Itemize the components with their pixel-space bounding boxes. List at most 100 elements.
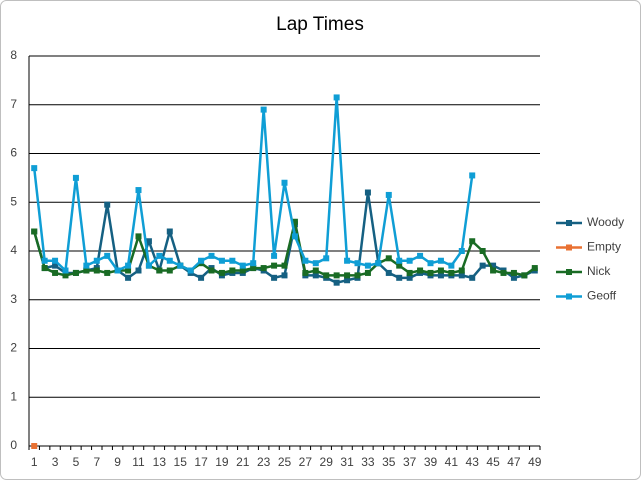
x-tick-label: 25 (278, 455, 292, 469)
marker (312, 267, 319, 274)
x-tick-label: 3 (52, 455, 59, 469)
marker (166, 257, 173, 264)
marker (41, 257, 48, 264)
marker (166, 267, 173, 274)
x-tick-label: 37 (403, 455, 417, 469)
marker (490, 262, 497, 269)
marker (93, 267, 100, 274)
x-tick-label: 17 (194, 455, 208, 469)
marker (31, 165, 38, 172)
marker (291, 218, 298, 225)
x-tick-label: 35 (382, 455, 396, 469)
legend-marker (566, 269, 572, 275)
marker (417, 252, 424, 259)
y-tick-label: 0 (10, 438, 17, 452)
marker (52, 262, 59, 269)
marker (135, 233, 142, 240)
marker (218, 269, 225, 276)
marker (156, 267, 163, 274)
legend-label: Woody (587, 215, 624, 229)
marker (239, 267, 246, 274)
marker (510, 269, 517, 276)
marker (406, 274, 413, 281)
marker (125, 267, 132, 274)
marker (281, 262, 288, 269)
y-tick-label: 3 (10, 292, 17, 306)
x-tick-label: 9 (114, 455, 121, 469)
x-tick-label: 11 (132, 455, 145, 469)
marker (385, 269, 392, 276)
marker (344, 272, 351, 279)
marker (177, 262, 184, 269)
marker (229, 257, 236, 264)
x-tick-label: 21 (236, 455, 250, 469)
marker (145, 262, 152, 269)
marker (208, 267, 215, 274)
marker (490, 267, 497, 274)
y-tick-label: 4 (10, 243, 17, 257)
marker (198, 257, 205, 264)
marker (364, 189, 371, 196)
marker (333, 272, 340, 279)
marker (323, 272, 330, 279)
marker (83, 262, 90, 269)
legend-label: Nick (587, 264, 611, 278)
x-tick-label: 27 (299, 455, 313, 469)
marker (218, 257, 225, 264)
x-tick-label: 43 (466, 455, 480, 469)
marker (448, 269, 455, 276)
x-tick-label: 31 (340, 455, 354, 469)
marker (52, 257, 59, 264)
marker (427, 269, 434, 276)
marker (31, 228, 38, 235)
marker (302, 269, 309, 276)
marker (198, 274, 205, 281)
marker (458, 248, 465, 254)
x-tick-label: 39 (424, 455, 438, 469)
marker (385, 191, 392, 198)
marker (72, 174, 79, 181)
marker (135, 267, 142, 274)
x-tick-label: 13 (153, 455, 167, 469)
marker (156, 252, 163, 259)
x-tick-label: 41 (445, 455, 459, 469)
marker (62, 272, 69, 279)
marker (114, 267, 121, 274)
x-tick-label: 5 (73, 455, 80, 469)
marker (271, 252, 278, 259)
marker (104, 201, 111, 208)
marker (260, 265, 267, 272)
marker (250, 265, 257, 272)
y-tick-label: 6 (10, 146, 17, 160)
marker (396, 257, 403, 264)
y-tick-label: 7 (10, 97, 17, 111)
legend-marker (566, 293, 572, 300)
x-tick-label: 49 (528, 455, 542, 469)
marker (469, 238, 476, 245)
marker (83, 267, 90, 274)
y-tick-label: 1 (10, 389, 17, 403)
marker (250, 260, 257, 267)
marker (469, 274, 476, 281)
chart-title: Lap Times (276, 14, 364, 35)
marker (72, 269, 79, 276)
marker (208, 252, 215, 259)
marker (260, 106, 267, 113)
marker (458, 267, 465, 274)
y-tick-label: 2 (10, 341, 17, 355)
marker (354, 260, 361, 267)
marker (406, 269, 413, 276)
marker (531, 265, 538, 272)
x-tick-label: 23 (257, 455, 271, 469)
x-tick-label: 1 (31, 455, 38, 469)
marker (333, 94, 340, 101)
marker (437, 272, 444, 279)
y-tick-label: 8 (10, 48, 17, 62)
marker (281, 272, 288, 279)
x-tick-label: 29 (320, 455, 334, 469)
marker (385, 255, 392, 262)
x-tick-label: 19 (215, 455, 229, 469)
marker (239, 262, 246, 269)
